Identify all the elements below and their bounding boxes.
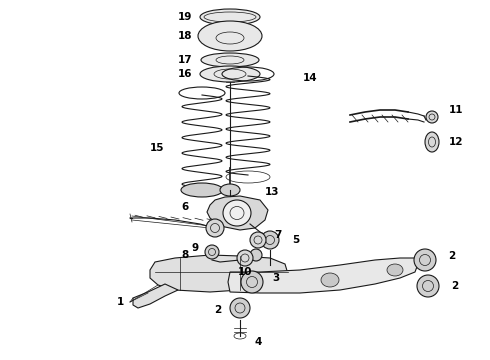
Polygon shape [133, 284, 178, 308]
Ellipse shape [230, 298, 250, 318]
Text: 13: 13 [265, 187, 279, 197]
Ellipse shape [241, 271, 263, 293]
Ellipse shape [261, 231, 279, 249]
Text: 9: 9 [192, 243, 198, 253]
Text: 17: 17 [178, 55, 192, 65]
Ellipse shape [250, 249, 262, 261]
Text: 2: 2 [448, 251, 456, 261]
Ellipse shape [237, 250, 253, 266]
Text: 11: 11 [449, 105, 463, 115]
Ellipse shape [414, 249, 436, 271]
Polygon shape [150, 255, 288, 292]
Ellipse shape [426, 111, 438, 123]
Text: 3: 3 [272, 273, 280, 283]
Text: 8: 8 [181, 250, 189, 260]
Text: 16: 16 [178, 69, 192, 79]
Ellipse shape [387, 264, 403, 276]
Ellipse shape [223, 200, 251, 226]
Ellipse shape [200, 9, 260, 25]
Ellipse shape [206, 219, 224, 237]
Text: 14: 14 [303, 73, 318, 83]
Text: 5: 5 [293, 235, 299, 245]
Text: 15: 15 [150, 143, 164, 153]
Text: 2: 2 [451, 281, 459, 291]
Text: 4: 4 [254, 337, 262, 347]
Ellipse shape [205, 245, 219, 259]
Ellipse shape [200, 66, 260, 82]
Polygon shape [207, 196, 268, 230]
Text: 7: 7 [274, 230, 282, 240]
Ellipse shape [198, 21, 262, 51]
Polygon shape [228, 258, 418, 293]
Ellipse shape [220, 184, 240, 196]
Ellipse shape [321, 273, 339, 287]
Text: 2: 2 [215, 305, 221, 315]
Ellipse shape [201, 53, 259, 67]
Text: 10: 10 [238, 267, 252, 277]
Text: 18: 18 [178, 31, 192, 41]
Text: 19: 19 [178, 12, 192, 22]
Ellipse shape [250, 232, 266, 248]
Ellipse shape [181, 183, 223, 197]
Text: 1: 1 [117, 297, 123, 307]
Text: 12: 12 [449, 137, 463, 147]
Ellipse shape [425, 132, 439, 152]
Ellipse shape [417, 275, 439, 297]
Text: 6: 6 [181, 202, 189, 212]
